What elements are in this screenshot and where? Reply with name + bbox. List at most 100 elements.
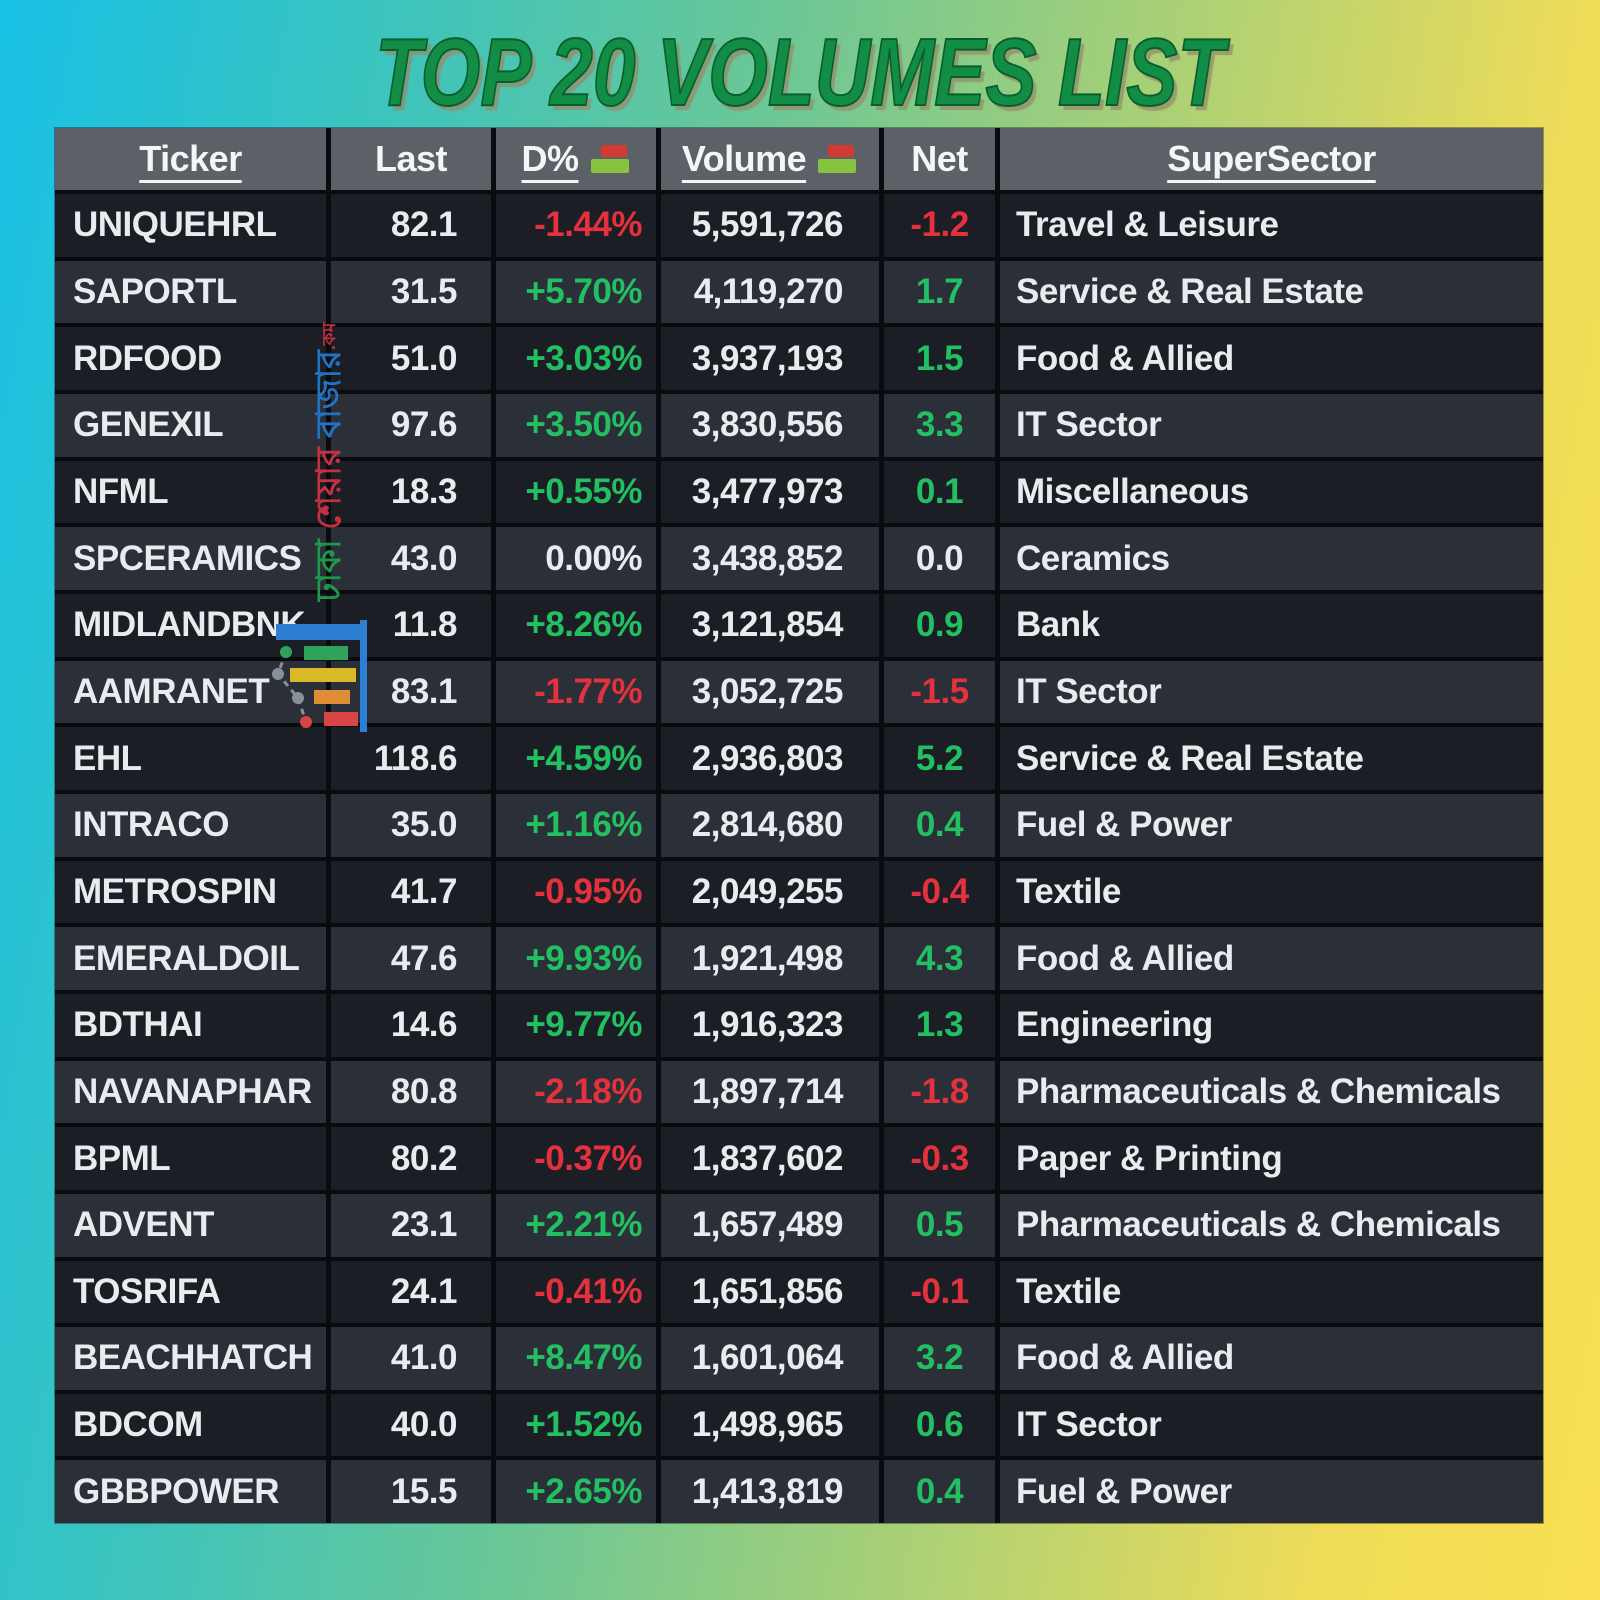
cell-sector: Service & Real Estate <box>1016 738 1364 778</box>
cell-sector: Miscellaneous <box>1016 471 1249 511</box>
table-row[interactable]: GENEXIL 97.6 +3.50% 3,830,556 3.3 IT Sector <box>55 389 1543 457</box>
cell-last: 80.2 <box>331 1127 496 1190</box>
cell-volume: 3,830,556 <box>661 393 884 457</box>
cell-volume: 1,916,323 <box>661 993 884 1057</box>
cell-volume: 3,121,854 <box>661 593 884 657</box>
cell-change-pct: -0.95% <box>496 860 661 924</box>
cell-ticker: EMERALDOIL <box>55 927 331 990</box>
cell-net: -1.5 <box>884 660 1000 724</box>
cell-sector: IT Sector <box>1016 405 1162 445</box>
cell-change-pct: +2.21% <box>496 1193 661 1257</box>
cell-last: 41.0 <box>331 1327 496 1390</box>
table-row[interactable]: BDTHAI 14.6 +9.77% 1,916,323 1.3 Engineering <box>55 989 1543 1057</box>
header-label: Volume <box>681 138 807 179</box>
cell-net: 1.5 <box>884 327 1000 390</box>
cell-sector: Ceramics <box>1016 538 1170 578</box>
cell-sector: Fuel & Power <box>1016 1471 1232 1511</box>
cell-net: -0.3 <box>884 1127 1000 1190</box>
table-row[interactable]: UNIQUEHRL 82.1 -1.44% 5,591,726 -1.2 Travel &… <box>55 190 1543 257</box>
table-row[interactable]: MIDLANDBNK 11.8 +8.26% 3,121,854 0.9 Bank <box>55 589 1543 657</box>
cell-volume: 2,049,255 <box>661 860 884 924</box>
cell-sector: IT Sector <box>1016 1405 1162 1445</box>
cell-net: 0.5 <box>884 1193 1000 1257</box>
cell-ticker: INTRACO <box>55 793 331 857</box>
cell-change-pct: 0.00% <box>496 527 661 590</box>
table-row[interactable]: ADVENT 23.1 +2.21% 1,657,489 0.5 Pharmaceutic… <box>55 1189 1543 1257</box>
cell-ticker: NAVANAPHAR <box>55 1060 331 1124</box>
cell-ticker: GENEXIL <box>55 393 331 457</box>
cell-last: 118.6 <box>331 727 496 790</box>
cell-last: 40.0 <box>331 1393 496 1457</box>
cell-ticker: TOSRIFA <box>55 1260 331 1324</box>
cell-last: 24.1 <box>331 1260 496 1324</box>
table-row[interactable]: NAVANAPHAR 80.8 -2.18% 1,897,714 -1.8 Pharmac… <box>55 1056 1543 1124</box>
header-label: Ticker <box>139 138 242 179</box>
table-row[interactable]: TOSRIFA 24.1 -0.41% 1,651,856 -0.1 Textile <box>55 1256 1543 1324</box>
cell-volume: 5,591,726 <box>661 194 884 257</box>
header-cell-net: Net <box>884 128 1000 190</box>
table-row[interactable]: INTRACO 35.0 +1.16% 2,814,680 0.4 Fuel & Powe… <box>55 789 1543 857</box>
cell-sector: Pharmaceuticals & Chemicals <box>1016 1205 1501 1245</box>
cell-change-pct: +2.65% <box>496 1460 661 1524</box>
table-row[interactable]: NFML 18.3 +0.55% 3,477,973 0.1 Miscellaneous <box>55 456 1543 524</box>
cell-last: 83.1 <box>331 660 496 724</box>
header-cell-volume[interactable]: Volume <box>661 128 884 190</box>
cell-last: 47.6 <box>331 927 496 990</box>
cell-change-pct: +1.52% <box>496 1393 661 1457</box>
cell-ticker: SAPORTL <box>55 260 331 324</box>
header-label: Net <box>911 138 968 179</box>
cell-change-pct: -0.41% <box>496 1260 661 1324</box>
cell-ticker: SPCERAMICS <box>55 527 331 590</box>
cell-net: 0.0 <box>884 527 1000 590</box>
cell-change-pct: -0.37% <box>496 1127 661 1190</box>
header-cell-ticker[interactable]: Ticker <box>55 128 331 190</box>
cell-sector: Travel & Leisure <box>1016 205 1279 245</box>
header-label: D% <box>521 138 579 179</box>
cell-net: -1.2 <box>884 194 1000 257</box>
cell-net: -1.8 <box>884 1060 1000 1124</box>
cell-net: 0.9 <box>884 593 1000 657</box>
table-row[interactable]: AAMRANET 83.1 -1.77% 3,052,725 -1.5 IT Sector <box>55 656 1543 724</box>
cell-volume: 1,498,965 <box>661 1393 884 1457</box>
cell-volume: 3,438,852 <box>661 527 884 590</box>
cell-change-pct: +9.93% <box>496 927 661 990</box>
table-row[interactable]: EMERALDOIL 47.6 +9.93% 1,921,498 4.3 Food & A… <box>55 923 1543 990</box>
cell-net: 5.2 <box>884 727 1000 790</box>
sort-filter-icon <box>590 145 631 173</box>
cell-sector: IT Sector <box>1016 671 1162 711</box>
table-row[interactable]: METROSPIN 41.7 -0.95% 2,049,255 -0.4 Textile <box>55 856 1543 924</box>
table-row[interactable]: SAPORTL 31.5 +5.70% 4,119,270 1.7 Service & R… <box>55 256 1543 324</box>
cell-net: 0.4 <box>884 1460 1000 1524</box>
table-header-row: Ticker Last D% Volume Net SuperSector <box>55 128 1543 190</box>
cell-ticker: BDCOM <box>55 1393 331 1457</box>
cell-ticker: AAMRANET <box>55 660 331 724</box>
cell-change-pct: -1.44% <box>496 194 661 257</box>
cell-change-pct: +5.70% <box>496 260 661 324</box>
header-cell-supersector[interactable]: SuperSector <box>1000 128 1543 190</box>
table-row[interactable]: GBBPOWER 15.5 +2.65% 1,413,819 0.4 Fuel & Pow… <box>55 1456 1543 1524</box>
cell-net: -0.1 <box>884 1260 1000 1324</box>
table-row[interactable]: SPCERAMICS 43.0 0.00% 3,438,852 0.0 Ceramics <box>55 523 1543 590</box>
cell-last: 15.5 <box>331 1460 496 1524</box>
cell-net: 0.1 <box>884 460 1000 524</box>
table-row[interactable]: BPML 80.2 -0.37% 1,837,602 -0.3 Paper & Print… <box>55 1123 1543 1190</box>
cell-change-pct: +8.26% <box>496 593 661 657</box>
cell-net: 0.4 <box>884 793 1000 857</box>
table-row[interactable]: BDCOM 40.0 +1.52% 1,498,965 0.6 IT Sector <box>55 1389 1543 1457</box>
cell-sector: Fuel & Power <box>1016 805 1232 845</box>
cell-last: 43.0 <box>331 527 496 590</box>
cell-last: 18.3 <box>331 460 496 524</box>
cell-volume: 2,814,680 <box>661 793 884 857</box>
header-cell-last: Last <box>331 128 496 190</box>
cell-sector: Textile <box>1016 871 1121 911</box>
table-row[interactable]: EHL 118.6 +4.59% 2,936,803 5.2 Service & Real… <box>55 723 1543 790</box>
cell-volume: 1,601,064 <box>661 1327 884 1390</box>
header-cell-d[interactable]: D% <box>496 128 661 190</box>
cell-sector: Food & Allied <box>1016 1338 1234 1378</box>
table-row[interactable]: RDFOOD 51.0 +3.03% 3,937,193 1.5 Food & Allie… <box>55 323 1543 390</box>
cell-change-pct: +3.50% <box>496 393 661 457</box>
table-row[interactable]: BEACHHATCH 41.0 +8.47% 1,601,064 3.2 Food & A… <box>55 1323 1543 1390</box>
cell-ticker: BPML <box>55 1127 331 1190</box>
cell-volume: 3,477,973 <box>661 460 884 524</box>
cell-net: -0.4 <box>884 860 1000 924</box>
